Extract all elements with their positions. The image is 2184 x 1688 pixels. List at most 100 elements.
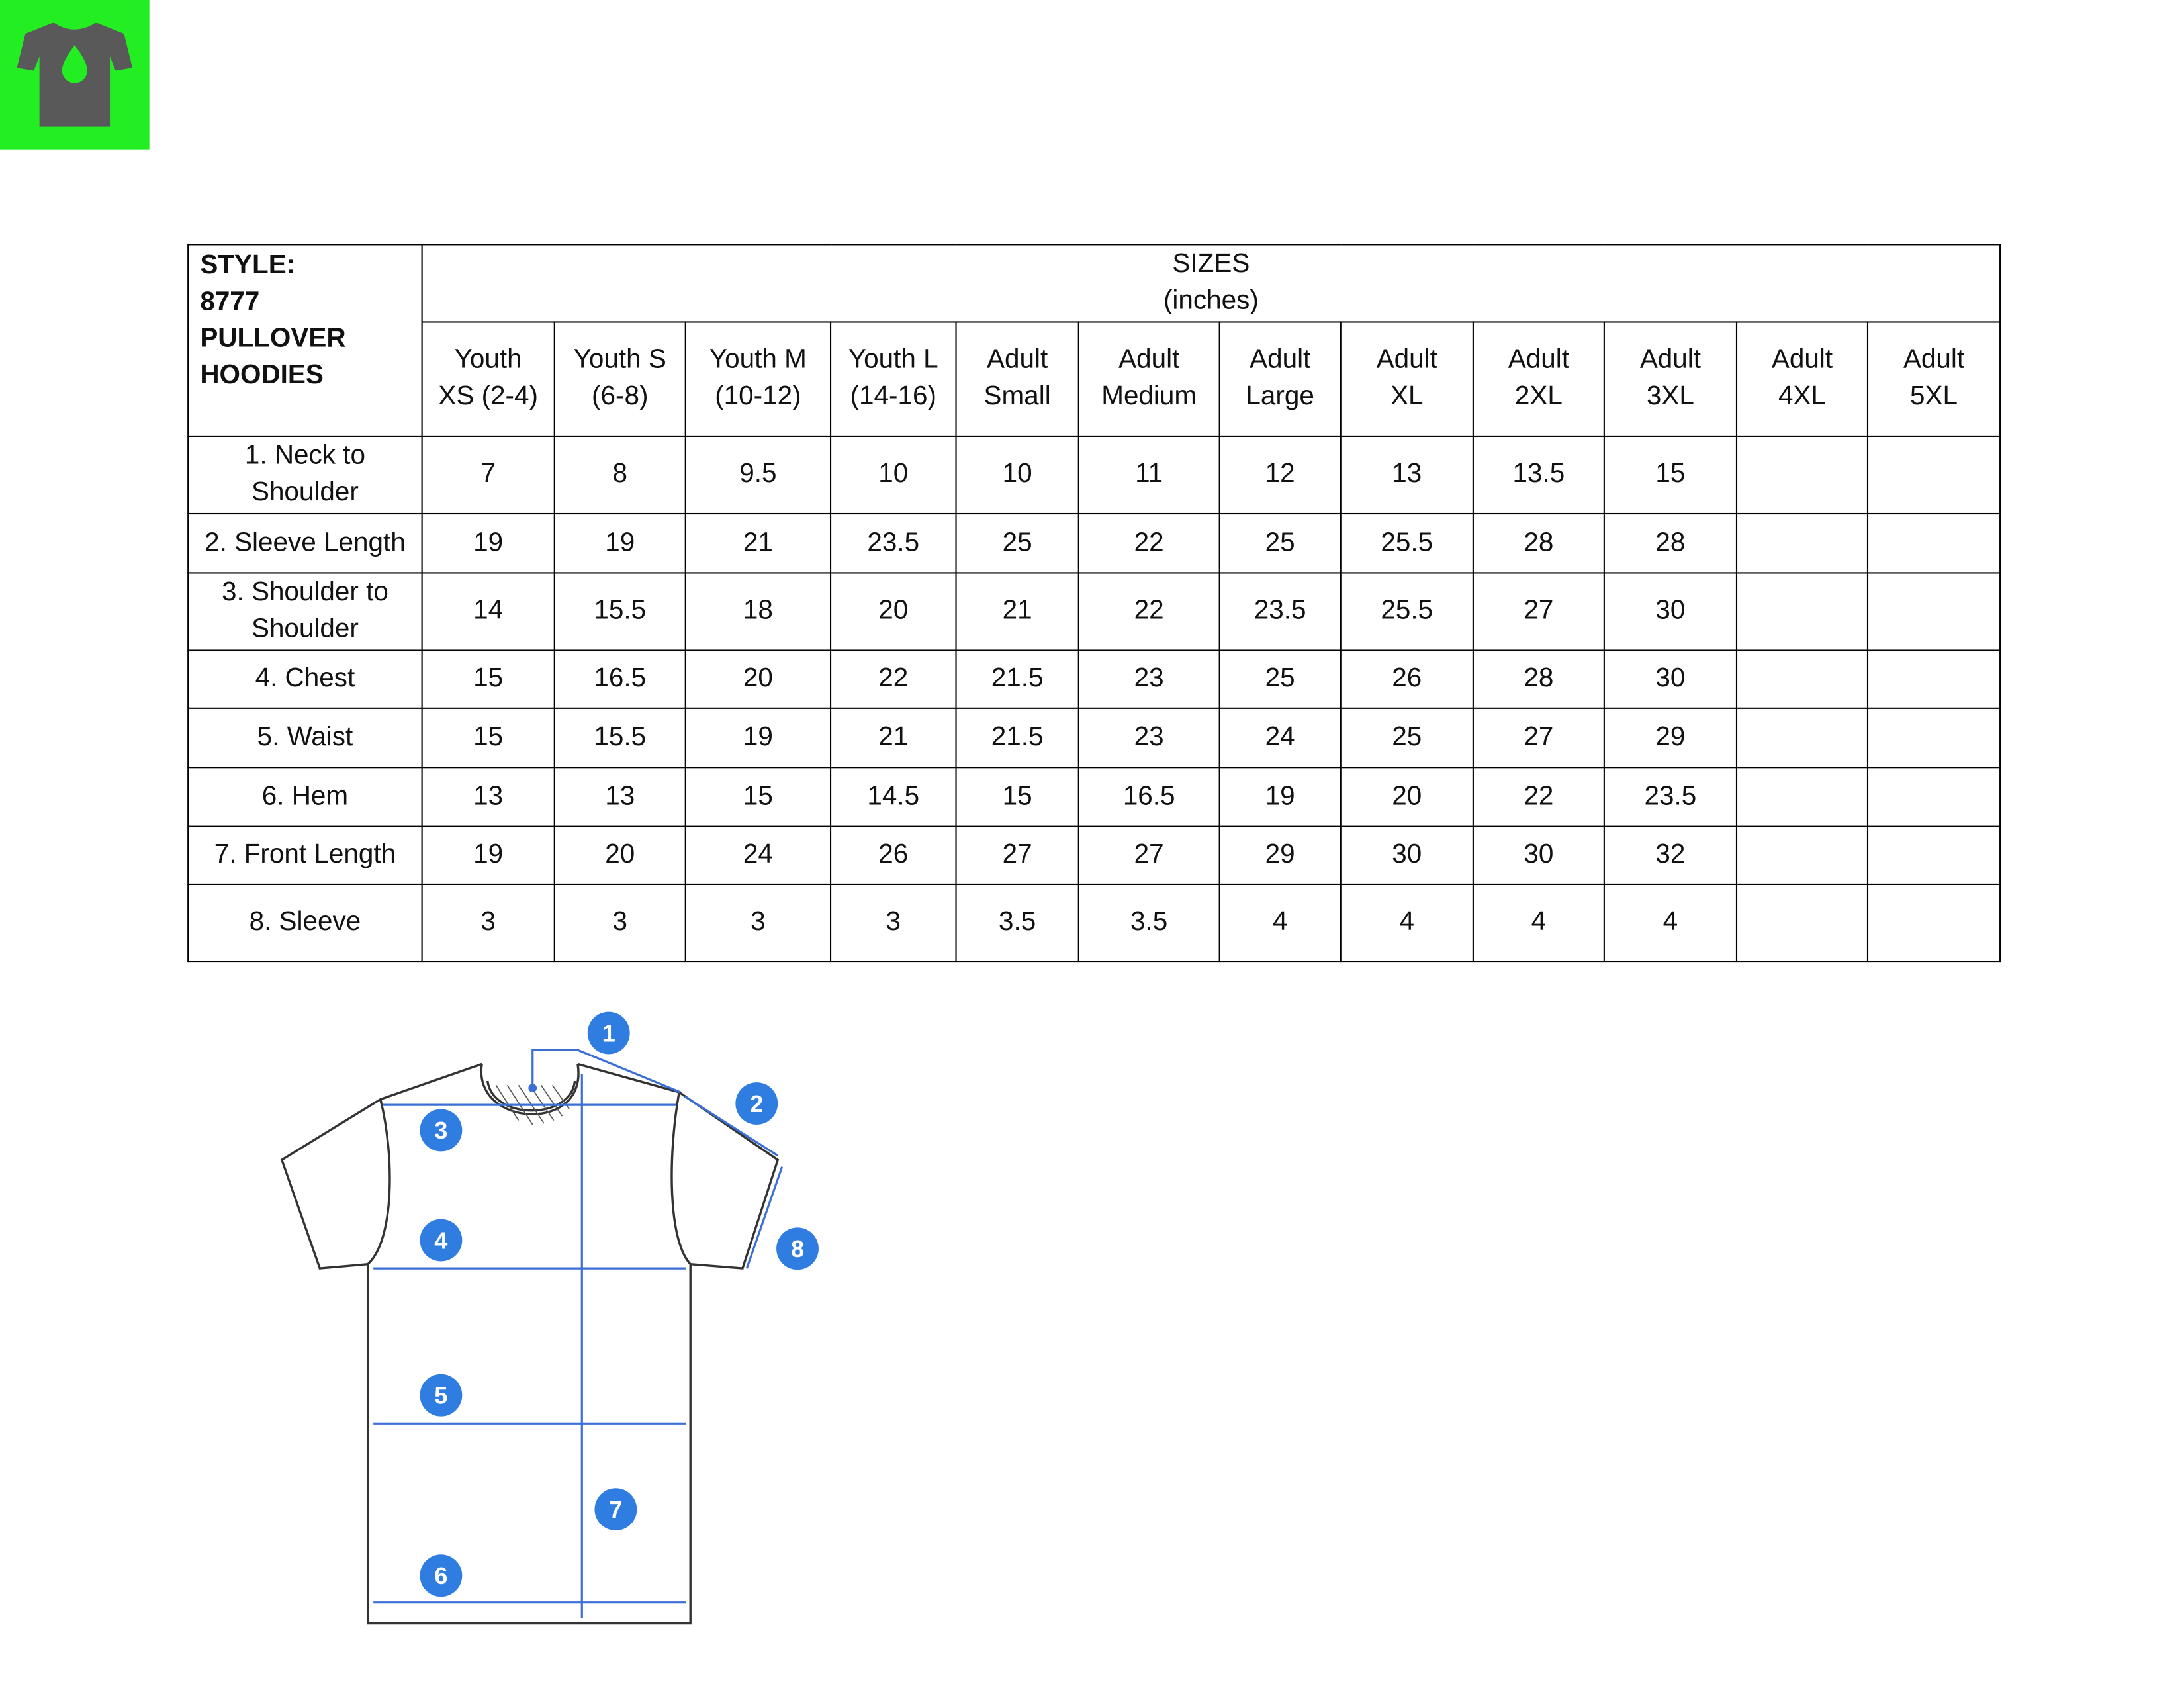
cell-line: 2XL xyxy=(1514,381,1563,412)
cell-line: Adult xyxy=(987,345,1048,375)
table-cell: 11 xyxy=(1077,435,1220,515)
table-cell: 10 xyxy=(955,435,1079,515)
column-header: Adult Large xyxy=(1218,321,1342,437)
marker-number: 5 xyxy=(434,1382,447,1409)
cell-line: 5XL xyxy=(1910,381,1958,412)
column-header: Youth XS (2-4) xyxy=(421,321,555,437)
row-label: 7. Front Length xyxy=(187,825,423,886)
table-cell: 27 xyxy=(1472,572,1605,651)
marker-badge xyxy=(587,1011,630,1055)
table-cell: 21.5 xyxy=(955,649,1079,709)
marker-number: 8 xyxy=(791,1235,804,1262)
table-cell: 30 xyxy=(1472,825,1605,886)
table-cell: 16.5 xyxy=(553,649,686,709)
cell-line: 8777 xyxy=(200,287,260,318)
table-cell: 32 xyxy=(1603,825,1738,886)
column-header: Adult 5XL xyxy=(1866,321,2001,437)
table-cell: 10 xyxy=(829,435,957,515)
table-cell: 26 xyxy=(829,825,957,886)
table-cell xyxy=(1866,649,2001,709)
cell-line: 8. Sleeve xyxy=(249,908,361,937)
marker-number: 2 xyxy=(750,1090,763,1117)
table-cell: 13 xyxy=(421,767,555,827)
table-cell: 16.5 xyxy=(1077,767,1220,827)
table-cell: 20 xyxy=(829,572,957,651)
table-cell: 20 xyxy=(1340,767,1474,827)
table-row: 1. Neck to Shoulder 7 8 9.5 10 10 11 12 13 13.5 15 xyxy=(187,435,2001,515)
table-cell xyxy=(1735,825,1869,886)
table-cell: 4 xyxy=(1340,883,1474,963)
table-cell: 8 xyxy=(553,435,686,515)
table-cell xyxy=(1866,512,2001,574)
sizes-title: SIZES (inches) xyxy=(421,244,2001,323)
cell-line: Adult xyxy=(1639,345,1702,375)
table-cell: 15.5 xyxy=(553,572,686,651)
marker-number: 7 xyxy=(609,1496,622,1523)
cell-line: Youth xyxy=(454,345,522,375)
cell-line: Youth M xyxy=(709,345,807,375)
table-cell: 23 xyxy=(1077,649,1220,709)
table-cell: 29 xyxy=(1218,825,1342,886)
cell-line: 5. Waist xyxy=(257,722,353,752)
table-cell: 14.5 xyxy=(829,767,957,827)
cell-line: (10-12) xyxy=(715,381,801,412)
column-header: Adult XL xyxy=(1340,321,1474,437)
table-cell: 22 xyxy=(1472,767,1605,827)
cell-line: Adult xyxy=(1903,345,1965,375)
cell-line: Shoulder xyxy=(251,477,359,508)
column-header: Adult Small xyxy=(955,321,1079,437)
cell-line: 4XL xyxy=(1778,381,1826,412)
table-cell: 28 xyxy=(1472,649,1605,709)
table-cell: 26 xyxy=(1340,649,1474,709)
table-row: 8. Sleeve 3 3 3 3 3.5 3.5 4 4 4 4 xyxy=(187,883,2001,963)
cell-line: (6-8) xyxy=(592,381,649,412)
table-cell: 15 xyxy=(1603,435,1738,515)
table-cell: 15 xyxy=(955,767,1079,827)
table-cell: 27 xyxy=(955,825,1079,886)
table-cell: 23.5 xyxy=(829,512,957,574)
size-table: STYLE: 8777 PULLOVER HOODIES SIZES (inches) Yo… xyxy=(187,244,2001,963)
table-cell: 3 xyxy=(829,883,957,963)
cell-line: XS (2-4) xyxy=(438,381,539,412)
table-cell: 12 xyxy=(1218,435,1342,515)
table-cell: 13 xyxy=(553,767,686,827)
table-cell: 18 xyxy=(684,572,832,651)
table-row: 5. Waist 15 15.5 19 21 21.5 23 24 25 27 29 xyxy=(187,707,2001,769)
marker-badge xyxy=(420,1219,463,1262)
cell-line: Large xyxy=(1246,381,1314,412)
cell-line: 2. Sleeve Length xyxy=(205,528,406,558)
logo xyxy=(0,0,150,150)
cell-line: (inches) xyxy=(1163,286,1259,316)
cell-line: PULLOVER xyxy=(200,324,346,354)
marker-number: 6 xyxy=(434,1562,447,1589)
table-cell: 15 xyxy=(684,767,832,827)
table-cell: 29 xyxy=(1603,707,1738,769)
row-label: 6. Hem xyxy=(187,767,423,827)
table-cell: 19 xyxy=(1218,767,1342,827)
table-cell: 30 xyxy=(1603,572,1738,651)
cell-line: 6. Hem xyxy=(261,781,349,812)
row-label: 5. Waist xyxy=(187,707,423,769)
marker-badge xyxy=(735,1082,778,1125)
table-cell: 3 xyxy=(553,883,686,963)
column-header: Adult 4XL xyxy=(1735,321,1869,437)
cell-line: (14-16) xyxy=(850,381,936,412)
table-cell: 27 xyxy=(1077,825,1220,886)
cell-line: Youth S xyxy=(573,345,666,375)
table-cell: 21 xyxy=(829,707,957,769)
header-row: Youth XS (2-4) Youth S (6-8) Youth M (10-12) Y… xyxy=(188,321,2001,437)
table-cell: 25.5 xyxy=(1340,572,1474,651)
table-cell: 3 xyxy=(421,883,555,963)
table-cell: 19 xyxy=(553,512,686,574)
table-cell: 14 xyxy=(421,572,555,651)
table-cell xyxy=(1866,767,2001,827)
table-cell: 15 xyxy=(421,707,555,769)
table-cell: 7 xyxy=(421,435,555,515)
table-cell: 3.5 xyxy=(955,883,1079,963)
table-cell xyxy=(1866,883,2001,963)
table-cell: 9.5 xyxy=(684,435,832,515)
table-cell xyxy=(1866,707,2001,769)
table-cell: 30 xyxy=(1340,825,1474,886)
table-cell: 19 xyxy=(421,512,555,574)
